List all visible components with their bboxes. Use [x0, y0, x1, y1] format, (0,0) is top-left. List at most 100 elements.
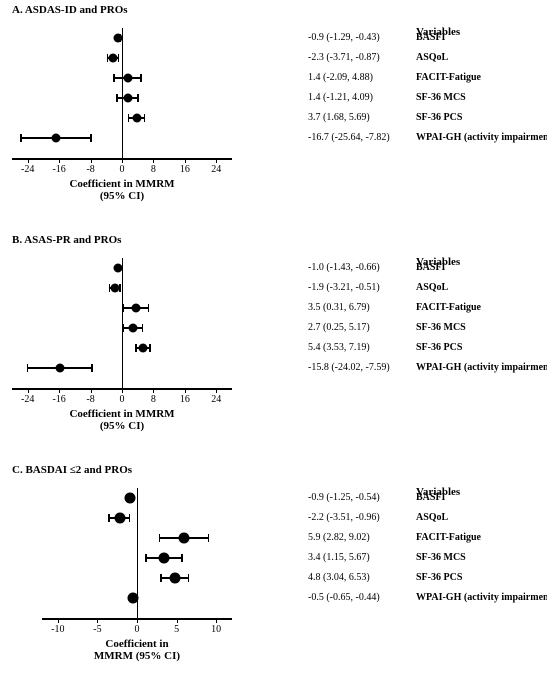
x-axis-title: Coefficient in MMRM (95% CI) — [67, 408, 177, 432]
ci-cap — [122, 304, 124, 312]
x-tick-label: 8 — [151, 164, 156, 175]
panel-title: A. ASDAS-ID and PROs — [12, 4, 547, 16]
variable-label: FACIT-Fatigue — [416, 72, 481, 83]
plot-area: -24-16-8081624Coefficient in MMRM (95% C… — [12, 28, 232, 198]
estimate-point — [55, 364, 64, 373]
forest-panel: A. ASDAS-ID and PROsVariables-24-16-8081… — [0, 4, 547, 16]
estimate-text: 1.4 (-2.09, 4.88) — [308, 72, 373, 83]
estimate-text: 3.5 (0.31, 6.79) — [308, 302, 370, 313]
ci-cap — [149, 344, 151, 352]
x-tick — [91, 388, 92, 393]
x-tick — [185, 158, 186, 163]
variable-label: SF-36 MCS — [416, 322, 466, 333]
x-tick-label: -8 — [86, 394, 94, 405]
estimate-text: 3.4 (1.15, 5.67) — [308, 552, 370, 563]
estimate-text: -0.5 (-0.65, -0.44) — [308, 592, 380, 603]
x-axis-title: Coefficient in MMRM (95% CI) — [90, 638, 185, 662]
estimate-text: 1.4 (-1.21, 4.09) — [308, 92, 373, 103]
x-tick-label: 24 — [211, 164, 221, 175]
ci-cap — [148, 304, 150, 312]
variable-label: SF-36 PCS — [416, 572, 462, 583]
ci-cap — [142, 324, 144, 332]
zero-line — [122, 28, 123, 158]
ci-cap — [122, 324, 124, 332]
estimate-point — [132, 114, 141, 123]
ci-cap — [119, 284, 121, 292]
ci-cap — [128, 114, 130, 122]
estimate-point — [114, 513, 125, 524]
estimate-text: 4.8 (3.04, 6.53) — [308, 572, 370, 583]
x-tick-label: 24 — [211, 394, 221, 405]
ci-cap — [160, 574, 162, 582]
x-tick — [185, 388, 186, 393]
x-tick-label: -10 — [51, 624, 64, 635]
x-tick-label: 0 — [135, 624, 140, 635]
variable-label: ASQoL — [416, 52, 448, 63]
x-tick — [28, 388, 29, 393]
variable-label: SF-36 MCS — [416, 552, 466, 563]
x-tick-label: 0 — [120, 164, 125, 175]
x-tick — [97, 618, 98, 623]
estimate-text: -0.9 (-1.29, -0.43) — [308, 32, 380, 43]
x-tick — [122, 388, 123, 393]
estimate-point — [131, 304, 140, 313]
estimate-point — [114, 264, 123, 273]
x-tick — [59, 388, 60, 393]
x-axis-title: Coefficient in MMRM (95% CI) — [67, 178, 177, 202]
ci-cap — [181, 554, 183, 562]
estimate-point — [178, 533, 189, 544]
estimate-point — [52, 134, 61, 143]
estimate-point — [123, 94, 132, 103]
ci-cap — [118, 54, 120, 62]
ci-cap — [113, 74, 115, 82]
panel-title: C. BASDAI ≤2 and PROs — [12, 464, 547, 476]
x-tick-label: 10 — [211, 624, 221, 635]
variable-label: ASQoL — [416, 282, 448, 293]
estimate-point — [128, 324, 137, 333]
estimate-point — [110, 284, 119, 293]
variable-label: WPAI-GH (activity impairment) — [416, 592, 547, 603]
ci-cap — [145, 554, 147, 562]
variable-label: FACIT-Fatigue — [416, 302, 481, 313]
estimate-point — [124, 493, 135, 504]
ci-cap — [90, 134, 92, 142]
estimate-text: 3.7 (1.68, 5.69) — [308, 112, 370, 123]
x-tick-label: -16 — [52, 164, 65, 175]
estimate-point — [139, 344, 148, 353]
variable-label: BASFI — [416, 492, 445, 503]
x-tick — [122, 158, 123, 163]
ci-cap — [116, 94, 118, 102]
variable-label: SF-36 PCS — [416, 112, 462, 123]
estimate-point — [123, 74, 132, 83]
estimate-text: -16.7 (-25.64, -7.82) — [308, 132, 390, 143]
x-tick — [216, 158, 217, 163]
estimate-text: -2.3 (-3.71, -0.87) — [308, 52, 380, 63]
variable-label: BASFI — [416, 262, 445, 273]
variable-label: FACIT-Fatigue — [416, 532, 481, 543]
ci-cap — [188, 574, 190, 582]
estimate-point — [128, 593, 139, 604]
ci-cap — [144, 114, 146, 122]
variable-label: WPAI-GH (activity impairment) — [416, 132, 547, 143]
ci-cap — [208, 534, 210, 542]
estimate-point — [170, 573, 181, 584]
estimate-point — [114, 34, 123, 43]
ci-cap — [27, 364, 29, 372]
x-tick-label: 16 — [180, 394, 190, 405]
variable-label: WPAI-GH (activity impairment) — [416, 362, 547, 373]
x-tick — [28, 158, 29, 163]
x-tick — [177, 618, 178, 623]
variable-label: BASFI — [416, 32, 445, 43]
x-tick — [153, 388, 154, 393]
ci-cap — [20, 134, 22, 142]
x-tick — [216, 388, 217, 393]
ci-cap — [137, 94, 139, 102]
ci-cap — [108, 514, 110, 522]
x-tick-label: -24 — [21, 394, 34, 405]
x-tick — [58, 618, 59, 623]
estimate-point — [108, 54, 117, 63]
x-tick-label: 0 — [120, 394, 125, 405]
plot-area: -24-16-8081624Coefficient in MMRM (95% C… — [12, 258, 232, 428]
panel-title: B. ASAS-PR and PROs — [12, 234, 547, 246]
x-tick — [59, 158, 60, 163]
